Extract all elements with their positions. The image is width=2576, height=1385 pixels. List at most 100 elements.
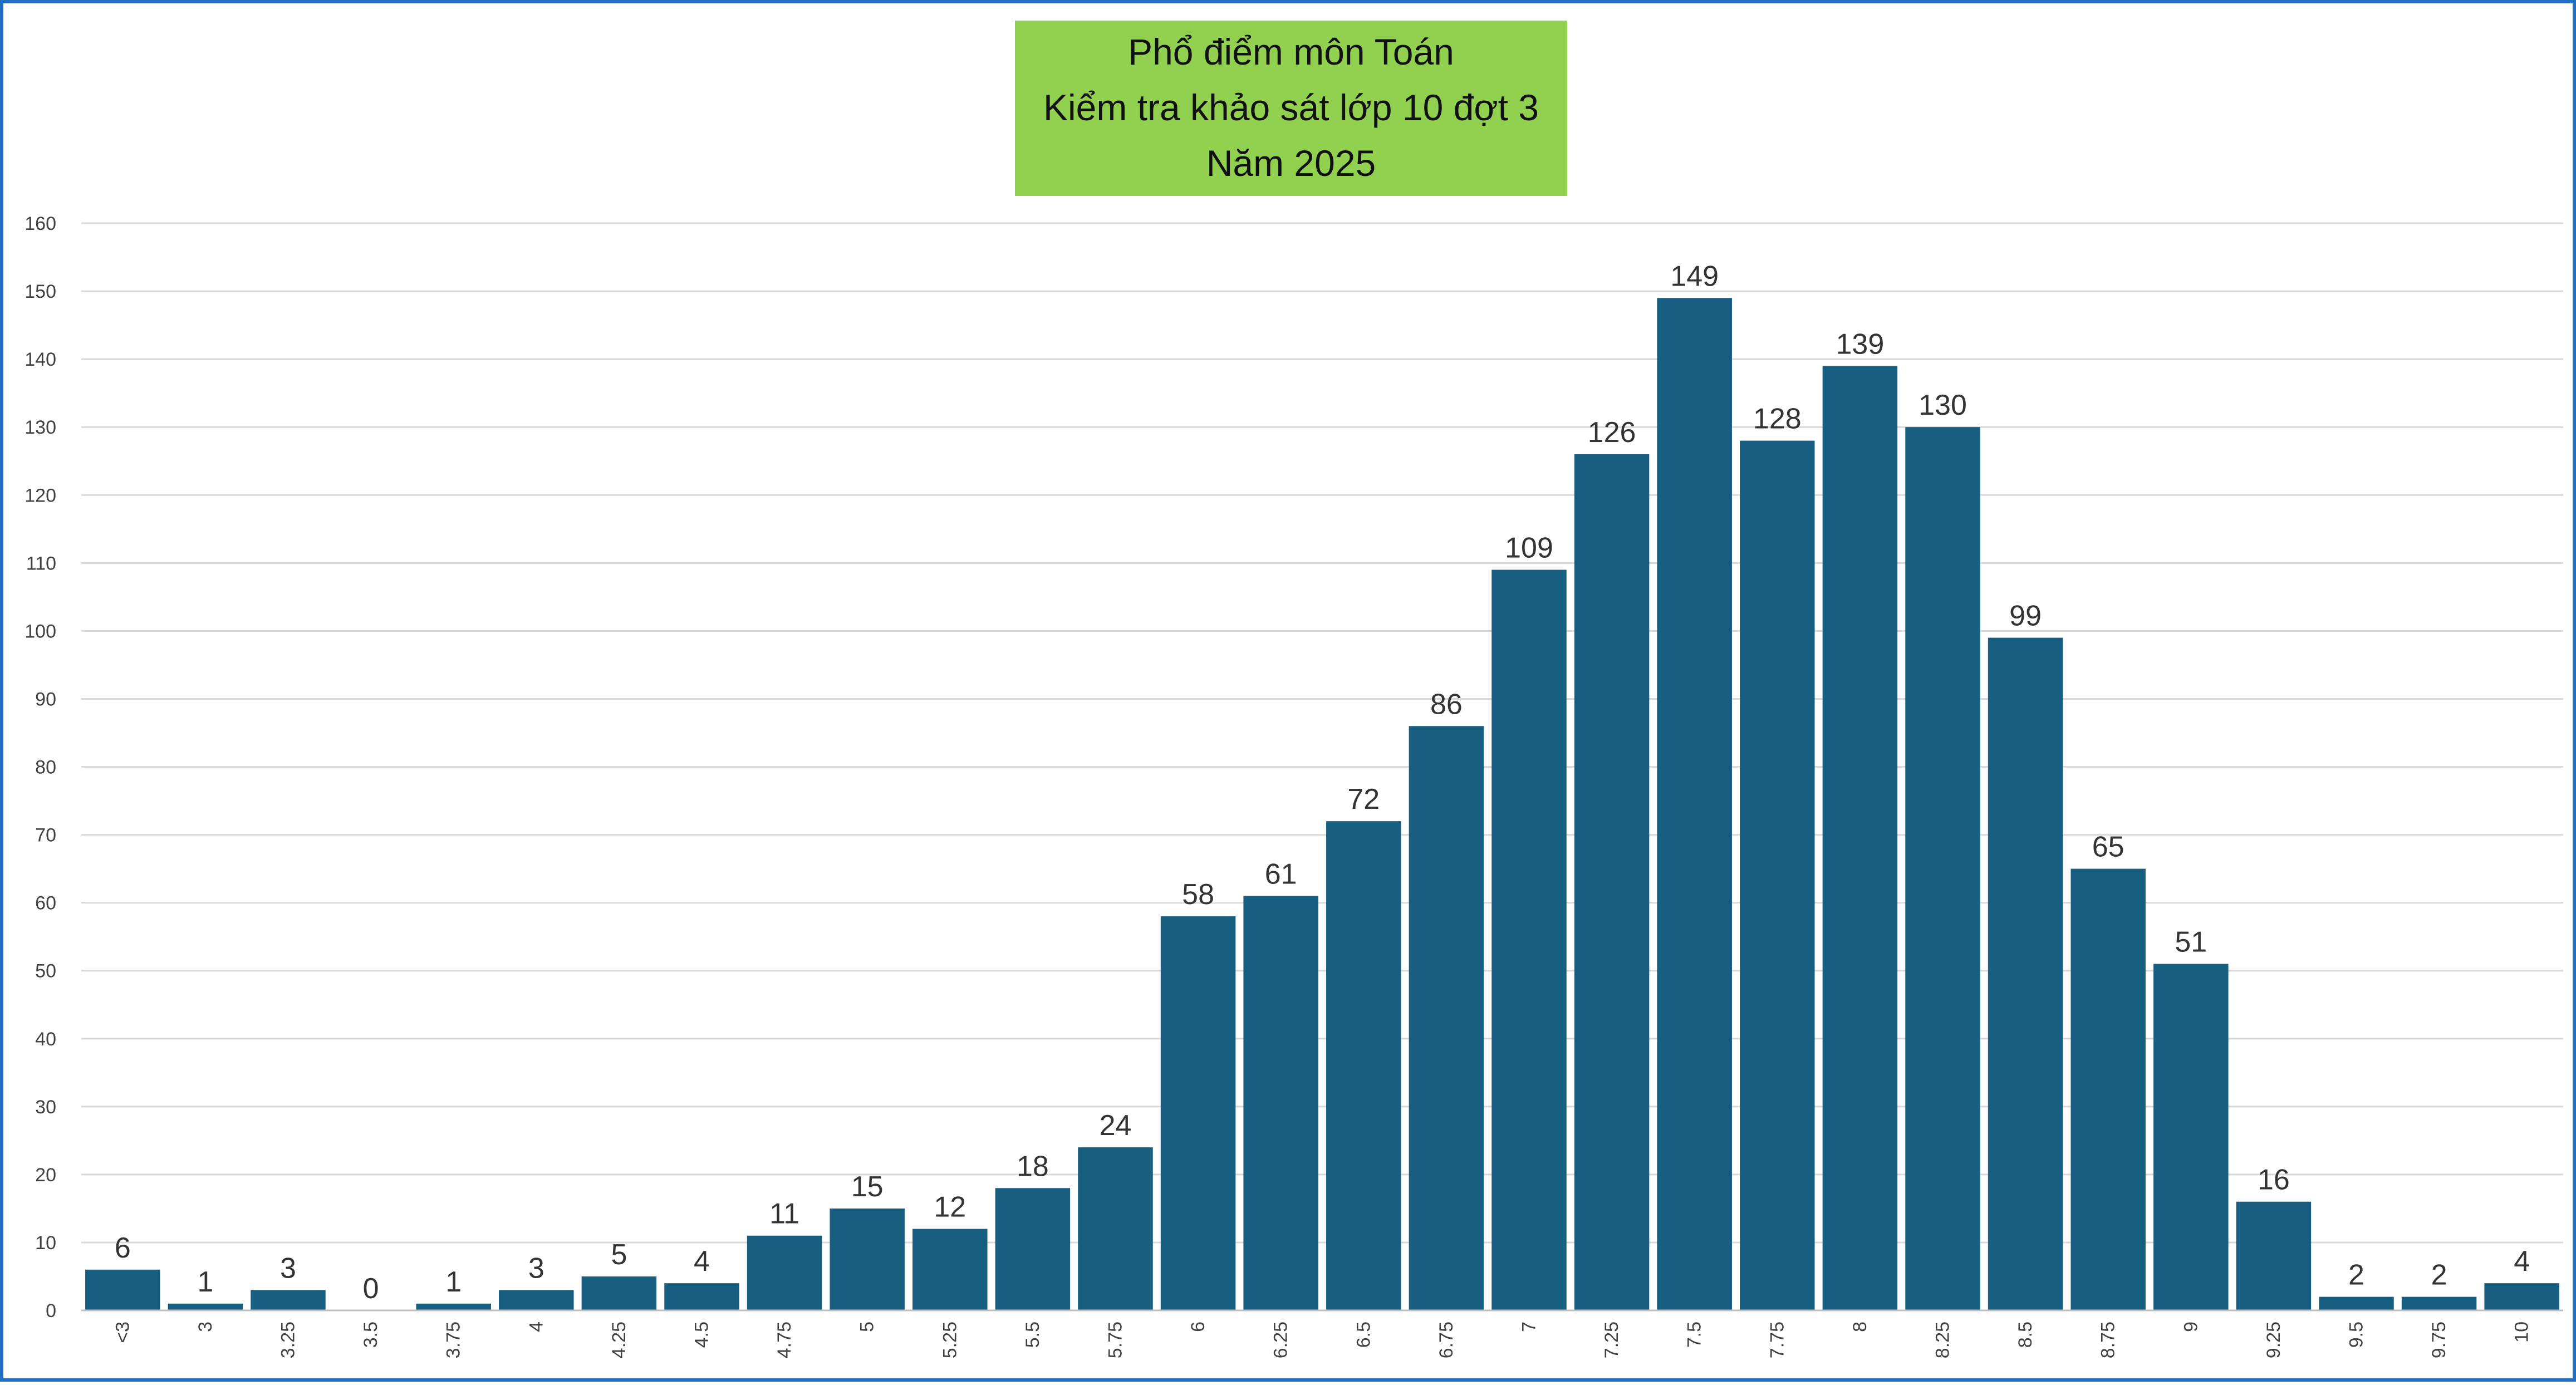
y-tick-label: 130 [24,417,56,438]
chart-title: Phổ điểm môn Toán Kiểm tra khảo sát lớp … [1015,21,1567,196]
x-tick-label: <3 [112,1322,133,1343]
x-tick-label: 7.75 [1767,1322,1788,1358]
bar [2236,1201,2312,1310]
data-label: 24 [1100,1109,1132,1142]
bar [581,1276,657,1310]
x-tick-label: 8.5 [2015,1322,2036,1348]
bar [499,1290,574,1310]
data-label: 12 [934,1191,966,1224]
x-tick-label: 8 [1849,1322,1871,1332]
data-label: 58 [1182,878,1214,911]
x-axis: <3 3 3.25 3.5 3.75 4 4.25 4.5 4.75 5 5.25 5.5 5.75 6 6… [81,1309,2563,1358]
data-label: 126 [1588,416,1636,449]
data-label: 2 [2431,1259,2447,1291]
data-label: 1 [445,1266,462,1298]
bar [1409,726,1484,1310]
data-label: 109 [1505,532,1553,564]
x-tick-label: 6 [1188,1322,1209,1332]
data-labels: 61 30 1 3 5 411151218245861728610912614912813… [115,260,2530,1305]
data-label: 11 [769,1198,799,1230]
y-tick-label: 0 [46,1300,56,1322]
bar [747,1235,822,1310]
bar [2070,868,2146,1310]
x-tick-label: 3.75 [443,1322,464,1358]
bar [1160,916,1236,1310]
data-label: 65 [2092,831,2124,863]
chart-title-line-3: Năm 2025 [1206,143,1376,184]
data-label: 149 [1670,260,1719,292]
data-label: 2 [2348,1259,2364,1291]
bar [2319,1296,2394,1310]
y-tick-label: 120 [24,485,56,506]
y-tick-label: 10 [35,1232,56,1254]
x-tick-label: 7 [1519,1322,1540,1332]
bar [1905,427,1980,1311]
bar [912,1229,988,1310]
y-axis: 0 10 20 30 40 50 60 70 80 90 100 110 120 130 140 150 160 [24,213,56,1322]
bar [2153,964,2229,1310]
chart-title-line-1: Phổ điểm môn Toán [1128,31,1454,72]
x-tick-label: 8.25 [1932,1322,1954,1358]
x-tick-label: 7.25 [1601,1322,1622,1358]
data-label: 4 [694,1245,710,1278]
data-label: 130 [1918,389,1967,421]
y-tick-label: 100 [24,621,56,642]
data-label: 139 [1836,328,1885,360]
x-tick-label: 4.25 [609,1322,630,1358]
x-tick-label: 4 [526,1322,547,1332]
bar [664,1283,739,1310]
x-tick-label: 5.75 [1105,1322,1126,1358]
x-tick-label: 4.75 [774,1322,795,1358]
data-label: 18 [1017,1150,1049,1182]
data-label: 86 [1430,688,1463,720]
x-tick-label: 3 [195,1322,216,1332]
bar [2401,1296,2477,1310]
data-label: 51 [2175,926,2207,958]
y-tick-label: 110 [26,553,56,574]
data-label: 1 [197,1266,213,1298]
x-tick-label: 9.5 [2346,1322,2367,1348]
bar-chart: Phổ điểm môn Toán Kiểm tra khảo sát lớp … [24,21,2563,1358]
data-label: 15 [851,1171,884,1203]
x-tick-label: 5 [857,1322,878,1332]
bar [1491,569,1567,1310]
y-tick-label: 90 [35,689,56,710]
x-tick-label: 9 [2180,1322,2201,1332]
gridlines [81,222,2563,1244]
y-tick-label: 140 [24,349,56,370]
bars [85,298,2559,1311]
bar [168,1303,243,1310]
chart-title-background [1015,21,1567,196]
x-tick-label: 6.25 [1270,1322,1292,1358]
y-tick-label: 50 [35,961,56,982]
y-tick-label: 150 [24,281,56,302]
x-tick-label: 9.25 [2263,1322,2284,1358]
x-tick-label: 8.75 [2098,1322,2119,1358]
y-tick-label: 70 [35,825,56,846]
x-tick-label: 5.5 [1022,1322,1043,1348]
data-label: 4 [2514,1245,2530,1278]
y-tick-label: 20 [35,1165,56,1186]
x-tick-label: 4.5 [691,1322,713,1348]
x-tick-label: 10 [2511,1322,2533,1343]
bar [416,1303,491,1310]
bar [1822,366,1898,1310]
x-tick-label: 6.75 [1436,1322,1457,1358]
x-tick-label: 7.5 [1684,1322,1705,1348]
bar [251,1290,326,1310]
chart-title-line-2: Kiểm tra khảo sát lớp 10 đợt 3 [1043,87,1539,128]
y-tick-label: 80 [35,757,56,778]
bar [1078,1147,1153,1310]
bar [830,1208,905,1310]
bar [1988,637,2063,1310]
data-label: 3 [280,1252,296,1284]
bar [2484,1283,2559,1310]
data-label: 3 [528,1252,544,1284]
bar [85,1269,160,1310]
bar [1243,896,1318,1310]
data-label: 16 [2258,1164,2290,1196]
y-tick-label: 30 [35,1097,56,1118]
x-tick-label: 5.25 [939,1322,960,1358]
bar [1657,298,1732,1310]
